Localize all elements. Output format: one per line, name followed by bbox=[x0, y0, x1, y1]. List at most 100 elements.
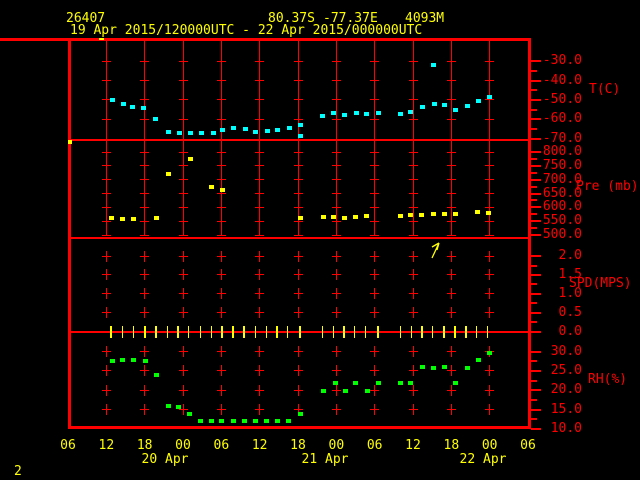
y-axis-tick-label: 15.0 bbox=[550, 401, 582, 417]
grid-tick-cross bbox=[255, 206, 265, 208]
data-point-pressure bbox=[441, 211, 447, 216]
data-point-temperature bbox=[219, 128, 225, 133]
y-axis-tick-label: 30.0 bbox=[550, 343, 582, 359]
grid-tick-cross bbox=[412, 365, 414, 377]
x-axis-hour-label: 06 bbox=[213, 438, 230, 453]
grid-tick-cross bbox=[101, 151, 111, 153]
grid-tick-cross bbox=[485, 80, 495, 82]
x-axis-hour-label: 06 bbox=[520, 438, 536, 453]
x-axis-date-label: 22 Apr bbox=[459, 452, 507, 467]
y-axis-tick-minor bbox=[531, 360, 537, 363]
grid-tick-cross bbox=[485, 99, 495, 101]
wind-calm-mark bbox=[265, 325, 267, 338]
data-point-pressure bbox=[188, 156, 194, 161]
grid-tick-cross bbox=[331, 193, 341, 194]
grid-tick-cross bbox=[485, 118, 495, 120]
data-point-pressure bbox=[363, 213, 369, 218]
header-station-id: 26407 bbox=[66, 11, 106, 26]
grid-tick-cross bbox=[408, 99, 418, 101]
wind-calm-mark bbox=[220, 325, 223, 338]
data-point-relative_humidity bbox=[166, 404, 172, 409]
data-point-temperature bbox=[487, 95, 493, 100]
grid-tick-cross bbox=[259, 269, 261, 281]
data-point-relative_humidity bbox=[453, 381, 459, 386]
y-axis-tick-major bbox=[531, 118, 541, 121]
gridline bbox=[450, 41, 452, 139]
gridline bbox=[335, 41, 337, 139]
data-point-temperature bbox=[188, 130, 194, 135]
grid-tick-cross bbox=[220, 250, 222, 262]
grid-tick-cross bbox=[485, 151, 495, 153]
y-axis-tick-major bbox=[531, 428, 541, 431]
grid-tick-cross bbox=[370, 193, 380, 194]
gridline bbox=[259, 141, 261, 236]
data-point-relative_humidity bbox=[407, 381, 413, 386]
grid-tick-cross bbox=[259, 250, 261, 262]
wind-calm-mark bbox=[166, 325, 168, 338]
grid-tick-cross bbox=[335, 404, 337, 416]
grid-tick-cross bbox=[140, 118, 150, 120]
data-point-relative_humidity bbox=[241, 419, 247, 424]
grid-tick-cross bbox=[370, 234, 380, 236]
grid-tick-cross bbox=[259, 365, 261, 377]
grid-tick-cross bbox=[105, 269, 107, 281]
y-axis-tick-label: 550.0 bbox=[542, 213, 582, 229]
grid-tick-cross bbox=[450, 365, 452, 377]
grid-tick-cross bbox=[331, 118, 341, 120]
y-axis-tick-major bbox=[531, 292, 541, 295]
data-point-temperature bbox=[407, 110, 413, 115]
y-axis-tick-label: -40.0 bbox=[542, 72, 582, 88]
data-point-relative_humidity bbox=[419, 364, 425, 369]
wind_speed-axis-label: SPD(MPS) bbox=[569, 276, 632, 291]
grid-tick-cross bbox=[144, 288, 146, 300]
grid-tick-cross bbox=[412, 404, 414, 416]
y-axis-tick-label: -50.0 bbox=[542, 91, 582, 107]
grid-tick-cross bbox=[216, 234, 226, 236]
grid-tick-cross bbox=[293, 118, 303, 120]
y-axis-tick-minor bbox=[531, 264, 537, 267]
grid-tick-cross bbox=[144, 307, 146, 319]
data-point-relative_humidity bbox=[198, 419, 204, 424]
data-point-temperature bbox=[342, 113, 347, 118]
y-axis-tick-label: -30.0 bbox=[542, 53, 582, 69]
grid-tick-cross bbox=[178, 151, 188, 153]
data-point-pressure bbox=[352, 215, 358, 220]
grid-tick-cross bbox=[446, 179, 456, 181]
y-axis-tick-label: 500.0 bbox=[542, 227, 582, 242]
grid-tick-cross bbox=[489, 307, 491, 319]
y-axis-tick-label: 2.0 bbox=[558, 248, 582, 264]
data-point-temperature bbox=[297, 133, 303, 138]
grid-tick-cross bbox=[331, 206, 341, 208]
grid-tick-cross bbox=[293, 179, 303, 181]
data-point-relative_humidity bbox=[274, 419, 280, 424]
grid-tick-cross bbox=[408, 165, 418, 167]
wind-calm-mark bbox=[298, 325, 301, 338]
y-axis-tick-label: 0.0 bbox=[558, 323, 582, 339]
header-period: 19 Apr 2015/120000UTC - 22 Apr 2015/0000… bbox=[70, 23, 423, 38]
grid-tick-cross bbox=[450, 269, 452, 281]
grid-tick-cross bbox=[220, 307, 222, 319]
grid-tick-cross bbox=[374, 307, 376, 319]
data-point-temperature bbox=[120, 102, 126, 107]
grid-tick-cross bbox=[374, 404, 376, 416]
grid-tick-cross bbox=[178, 165, 188, 167]
grid-tick-cross bbox=[331, 220, 341, 222]
grid-tick-cross bbox=[178, 220, 188, 222]
grid-tick-cross bbox=[450, 346, 452, 357]
grid-tick-cross bbox=[144, 269, 146, 281]
wind-calm-mark bbox=[275, 325, 278, 338]
gridline bbox=[489, 41, 491, 139]
data-point-pressure bbox=[418, 213, 424, 218]
data-point-temperature bbox=[274, 128, 280, 133]
grid-tick-cross bbox=[446, 206, 456, 208]
data-point-temperature bbox=[152, 116, 158, 121]
wind-calm-mark bbox=[487, 325, 489, 338]
grid-tick-cross bbox=[450, 384, 452, 396]
grid-tick-cross bbox=[293, 206, 303, 208]
grid-tick-cross bbox=[216, 193, 226, 194]
y-axis-tick-major bbox=[531, 311, 541, 314]
gridline bbox=[182, 41, 184, 139]
data-point-relative_humidity bbox=[143, 358, 149, 363]
y-axis-tick-minor bbox=[531, 89, 537, 92]
